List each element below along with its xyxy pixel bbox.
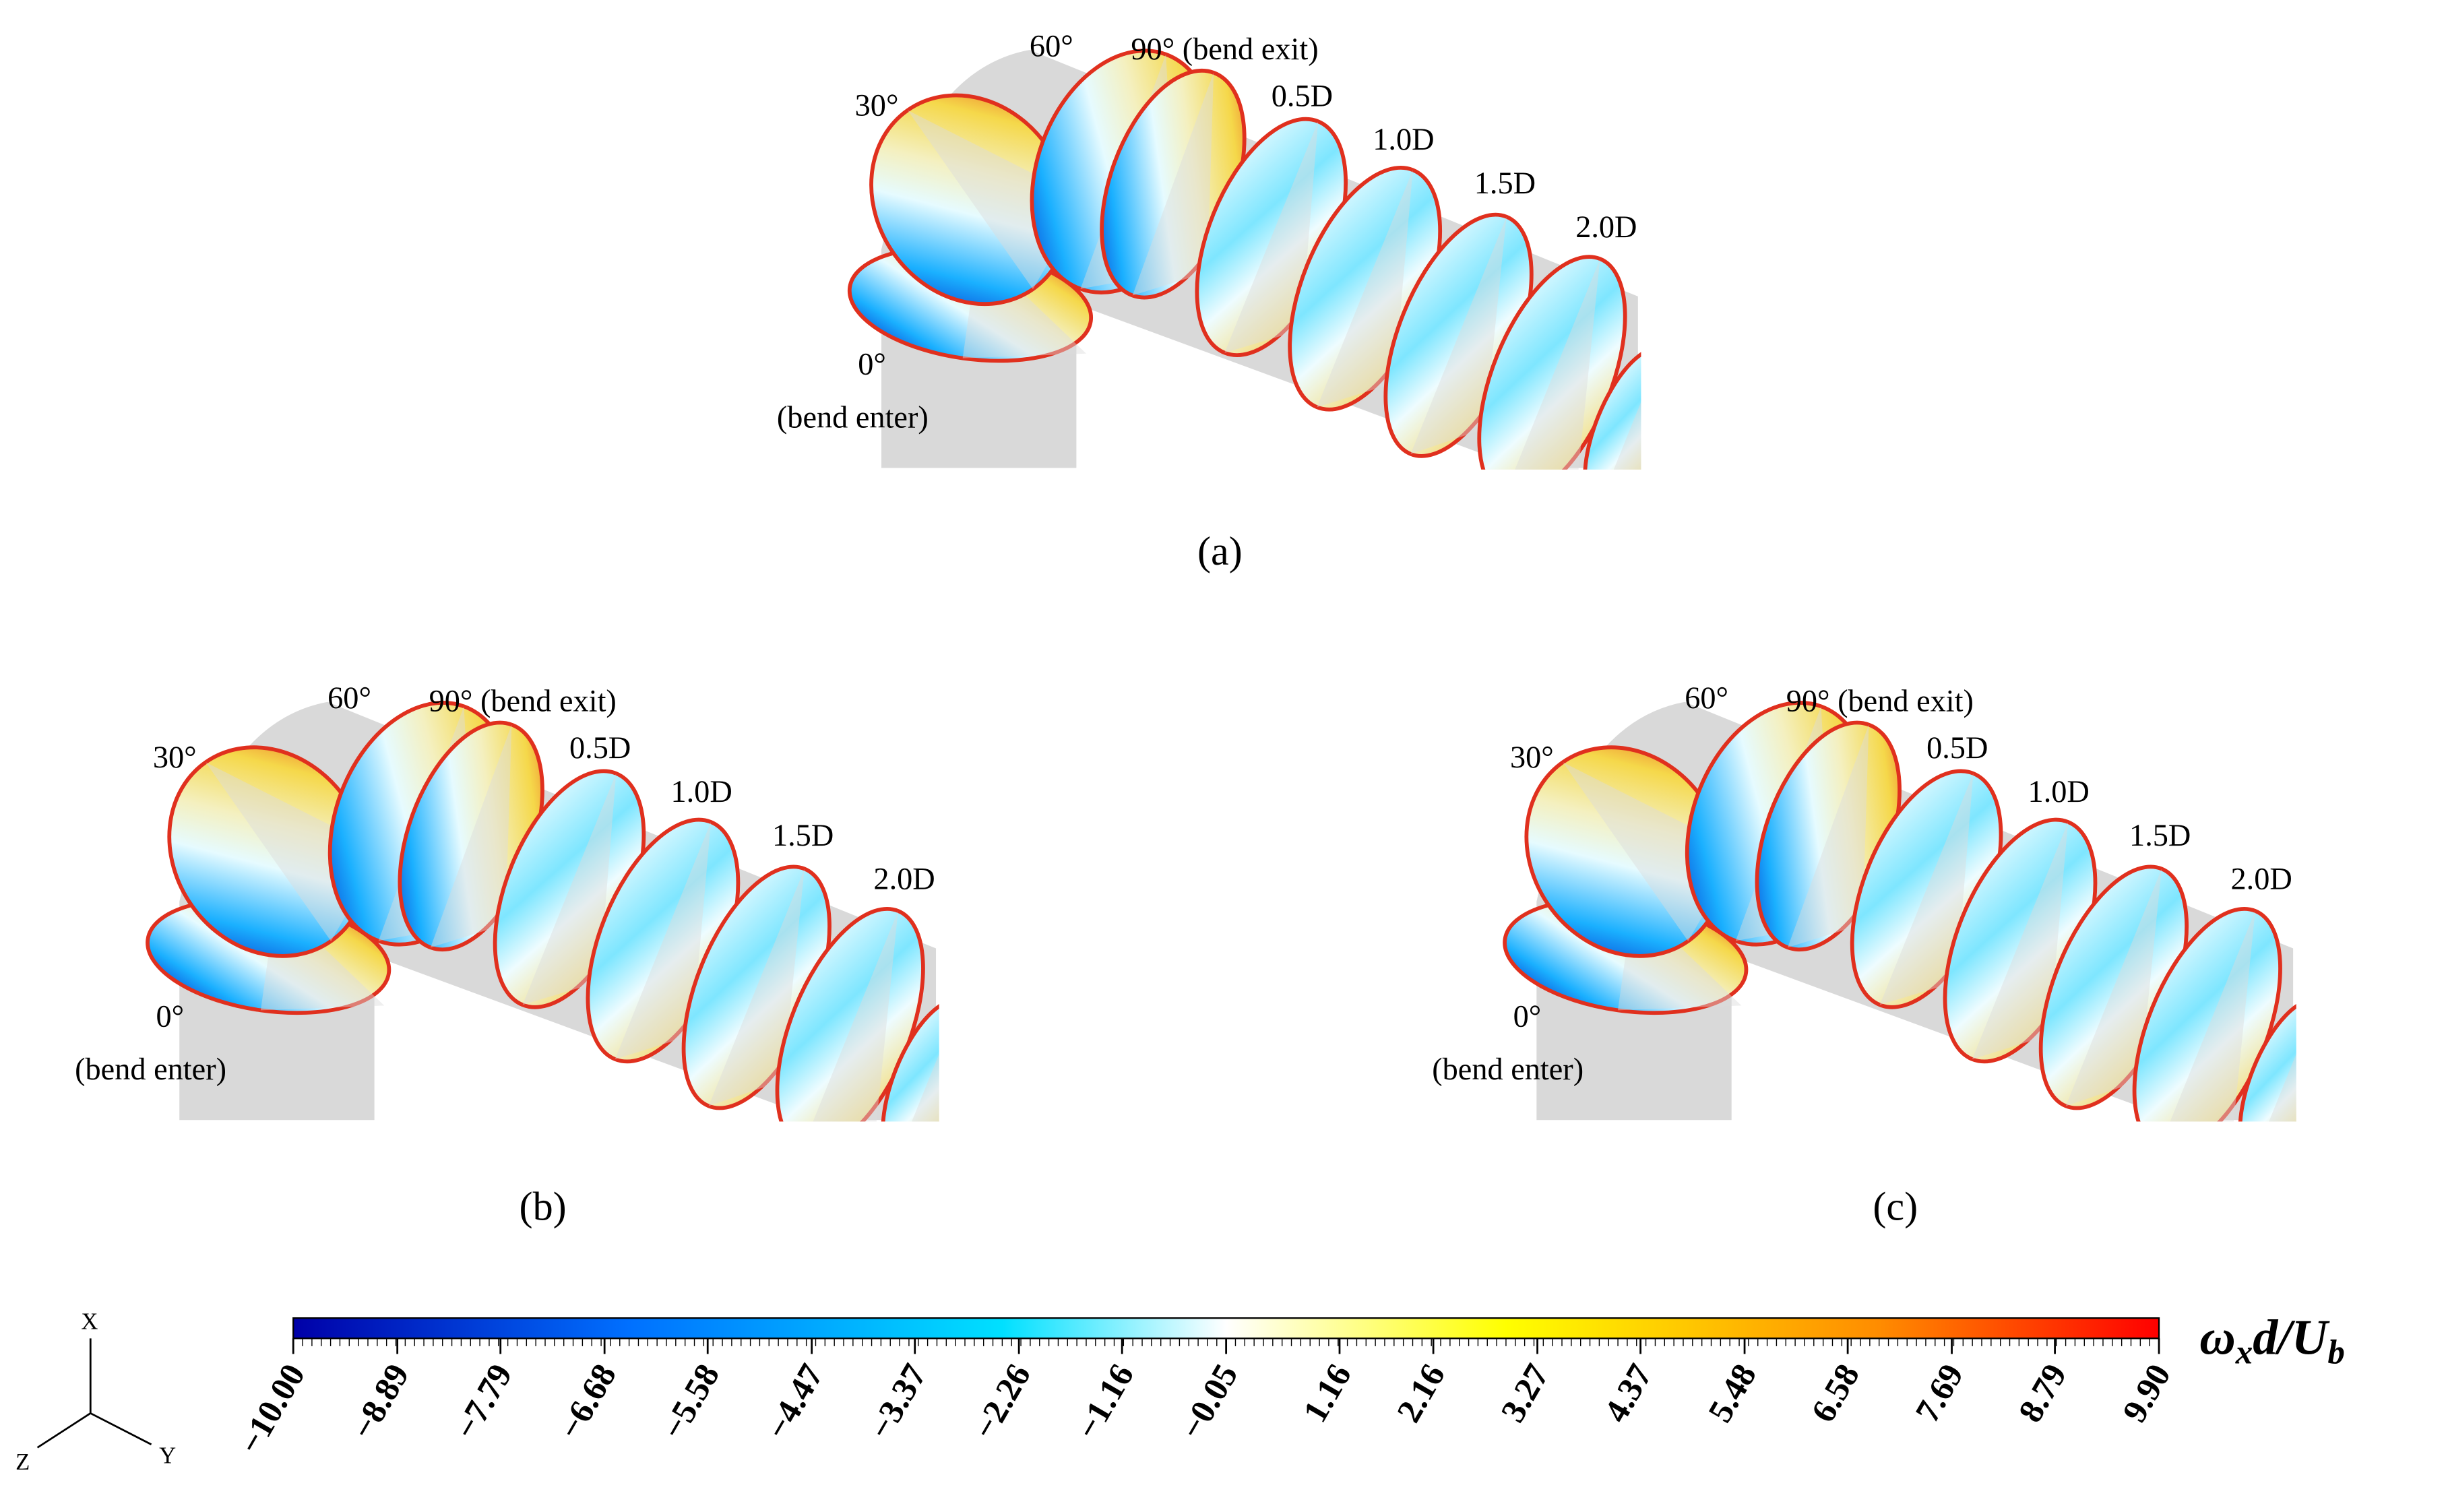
panel-label: (b) xyxy=(520,1184,567,1229)
panel-label: (a) xyxy=(1197,529,1243,574)
cross-section xyxy=(881,998,939,1122)
section-label: 0° xyxy=(858,348,886,382)
section-overlay xyxy=(615,821,712,1059)
section-overlay xyxy=(2253,1001,2296,1122)
section-label: 1.0D xyxy=(670,775,732,809)
section-label: 1.5D xyxy=(772,819,834,853)
section-overlay xyxy=(1410,216,1507,454)
section-label: 90° (bend exit) xyxy=(1131,32,1318,67)
colorbar-label: ωxd/Ub xyxy=(2199,1310,2345,1371)
cross-section xyxy=(2238,998,2296,1122)
section-overlay xyxy=(1598,349,1641,470)
panel: 0° (bend enter) 30° 60° 90° (bend exit) 0.5D 1… xyxy=(777,29,1641,470)
section-overlay xyxy=(430,724,512,948)
section-overlay xyxy=(802,910,898,1122)
tick-label: 6.58 xyxy=(1805,1358,1867,1428)
section-label: 1.5D xyxy=(2129,819,2191,853)
tick-label: 5.48 xyxy=(1701,1358,1764,1428)
section-label: 0° xyxy=(1513,999,1542,1034)
section-overlay xyxy=(2065,869,2162,1106)
section-label: 30° xyxy=(855,88,899,123)
section-label: 60° xyxy=(1030,29,1073,63)
section-label: 60° xyxy=(1685,681,1728,716)
section-label: 1.0D xyxy=(2028,775,2090,809)
section-label: 0.5D xyxy=(1926,731,1988,765)
panel: 0° (bend enter) 30° 60° 90° (bend exit) 0.5D 1… xyxy=(75,681,939,1122)
colorbar xyxy=(292,1317,2160,1340)
section-label: 60° xyxy=(327,681,371,716)
tick-label: −8.89 xyxy=(344,1358,417,1445)
tick-label: 1.16 xyxy=(1296,1358,1359,1428)
section-label: 90° (bend exit) xyxy=(1786,685,1974,719)
section-overlay xyxy=(2159,910,2255,1122)
tick-label: −10.00 xyxy=(232,1358,313,1460)
section-label: 2.0D xyxy=(2231,862,2292,897)
section-overlay xyxy=(522,773,617,1005)
section-label: 1.5D xyxy=(1474,166,1536,201)
tick-label: 3.27 xyxy=(1494,1358,1557,1428)
section-label: 2.0D xyxy=(873,862,935,897)
panel: 0° (bend enter) 30° 60° 90° (bend exit) 0.5D 1… xyxy=(1432,681,2296,1122)
tick-label: −7.79 xyxy=(447,1358,520,1445)
section-label: (bend enter) xyxy=(1432,1052,1583,1087)
section-label: 0.5D xyxy=(569,731,631,765)
contour-plot xyxy=(146,701,939,1122)
section-overlay xyxy=(1132,72,1214,296)
section-overlay xyxy=(1224,121,1319,353)
tick-label: 8.79 xyxy=(2011,1358,2074,1428)
colorbar-ticks: −10.00 −8.89 −7.79 −6.68 −5.58 −4.47 −3.37 −2.2… xyxy=(232,1338,2178,1461)
axis-triad xyxy=(36,1338,152,1449)
section-label: 30° xyxy=(1510,741,1554,775)
tick-label: −6.68 xyxy=(552,1358,625,1445)
section-label: (bend enter) xyxy=(777,400,929,435)
tick-label: 4.37 xyxy=(1597,1358,1660,1428)
tick-label: −4.47 xyxy=(759,1358,832,1445)
tick-label: −5.58 xyxy=(655,1358,728,1445)
section-overlay xyxy=(1879,773,1974,1005)
axis-z-label: Z xyxy=(15,1449,30,1475)
section-overlay xyxy=(708,869,805,1106)
section-label: 30° xyxy=(153,741,197,775)
tick-label: −2.26 xyxy=(966,1358,1038,1445)
tick-label: −3.37 xyxy=(862,1358,935,1445)
panel-label: (c) xyxy=(1873,1184,1918,1229)
section-label: (bend enter) xyxy=(75,1052,226,1087)
section-label: 90° (bend exit) xyxy=(429,685,617,719)
section-label: 0.5D xyxy=(1272,79,1333,113)
tick-label: −1.16 xyxy=(1069,1358,1142,1445)
tick-label: −0.05 xyxy=(1173,1358,1246,1445)
section-label: 2.0D xyxy=(1575,210,1637,245)
section-label: 1.0D xyxy=(1373,123,1434,157)
section-label: 0° xyxy=(156,999,185,1034)
panels: 0° (bend enter) 30° 60° 90° (bend exit) 0.5D 1… xyxy=(75,29,2296,1229)
section-overlay xyxy=(1972,821,2069,1059)
contour-plot xyxy=(1503,701,2296,1122)
tick-label: 7.69 xyxy=(1908,1358,1971,1428)
section-overlay xyxy=(1317,170,1413,408)
axis-x-label: X xyxy=(81,1308,98,1334)
tick-label: 2.16 xyxy=(1390,1358,1453,1428)
tick-label: 9.90 xyxy=(2116,1358,2178,1428)
cross-section xyxy=(1583,346,1641,470)
contour-plot xyxy=(847,49,1641,470)
axis-y-label: Y xyxy=(159,1443,176,1469)
